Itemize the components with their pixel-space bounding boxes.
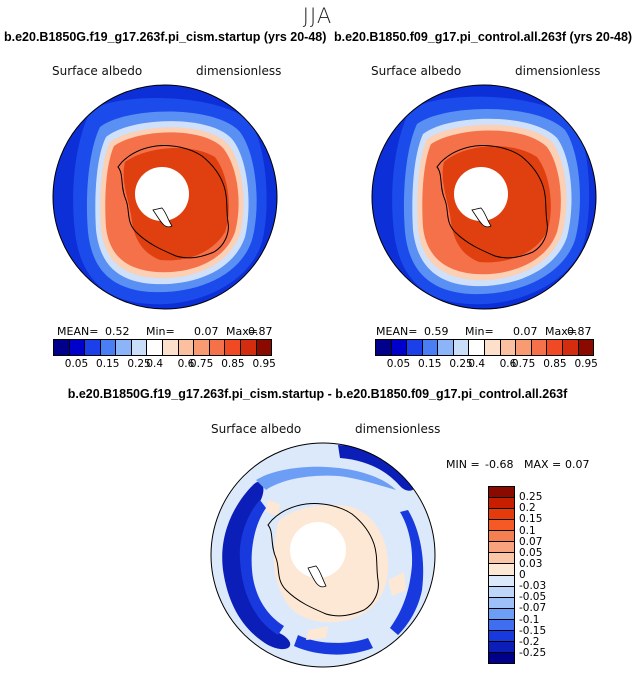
panel2-colorbar-swatch-10 bbox=[532, 340, 548, 355]
panel1-colorbar-tick-label: 0.95 bbox=[252, 358, 275, 370]
diff-max-value: 0.07 bbox=[565, 458, 590, 471]
diff-colorbar-swatch-15 bbox=[489, 653, 514, 663]
diff-title: b.e20.B1850G.f19_g17.263f.pi_cism.startu… bbox=[0, 387, 635, 401]
panel2-colorbar-swatch-7 bbox=[485, 340, 501, 355]
diff-units: dimensionless bbox=[355, 422, 440, 436]
diff-min-label: MIN = bbox=[446, 458, 480, 471]
panel1-title: b.e20.B1850G.f19_g17.263f.pi_cism.startu… bbox=[4, 30, 326, 44]
panel1-colorbar-tick-label: 0.05 bbox=[65, 358, 88, 370]
panel2-max-value: 0.87 bbox=[567, 325, 592, 338]
panel2-polar-map bbox=[369, 82, 599, 312]
diff-variable: Surface albedo bbox=[211, 422, 301, 436]
diff-colorbar-swatch-6 bbox=[489, 553, 514, 564]
panel1-colorbar-swatch-9 bbox=[194, 340, 210, 355]
panel2-colorbar-swatch-9 bbox=[516, 340, 532, 355]
diff-colorbar-swatch-14 bbox=[489, 642, 514, 653]
diff-colorbar-swatch-10 bbox=[489, 598, 514, 609]
panel2-colorbar-swatch-3 bbox=[423, 340, 439, 355]
panel2-colorbar-ticks: 0.05 0.15 0.25 0.4 0.6 0.75 0.85 0.95 bbox=[375, 358, 594, 372]
panel2-colorbar-swatch-4 bbox=[438, 340, 454, 355]
panel1-mean-label: MEAN= bbox=[57, 325, 98, 338]
diff-max-label: MAX = bbox=[524, 458, 561, 471]
panel1-colorbar-tick-label: 0.15 bbox=[96, 358, 119, 370]
panel1-colorbar bbox=[53, 339, 272, 356]
panel1-min-label: Min= bbox=[146, 325, 175, 338]
panel1-colorbar-swatch-12 bbox=[241, 340, 257, 355]
panel1-colorbar-swatch-1 bbox=[70, 340, 86, 355]
panel1-colorbar-swatch-7 bbox=[163, 340, 179, 355]
panel1-mean-value: 0.52 bbox=[105, 325, 130, 338]
panel1-colorbar-tick-label: 0.85 bbox=[221, 358, 244, 370]
panel1-colorbar-swatch-3 bbox=[101, 340, 117, 355]
panel2-title: b.e20.B1850.f09_g17.pi_control.all.263f … bbox=[334, 30, 632, 44]
diff-colorbar-swatch-4 bbox=[489, 531, 514, 542]
panel1-colorbar-swatch-10 bbox=[210, 340, 226, 355]
panel2-colorbar-tick-label: 0.95 bbox=[574, 358, 597, 370]
panel2-colorbar-swatch-2 bbox=[407, 340, 423, 355]
panel2-colorbar-swatch-12 bbox=[563, 340, 579, 355]
diff-colorbar-swatch-8 bbox=[489, 576, 514, 587]
panel2-colorbar-swatch-5 bbox=[454, 340, 470, 355]
panel2-colorbar-tick-label: 0.75 bbox=[512, 358, 535, 370]
panel2-colorbar-swatch-1 bbox=[392, 340, 408, 355]
panel1-colorbar-swatch-2 bbox=[85, 340, 101, 355]
panel2-units: dimensionless bbox=[515, 64, 600, 78]
panel1-colorbar-swatch-8 bbox=[179, 340, 195, 355]
panel1-colorbar-swatch-13 bbox=[257, 340, 272, 355]
panel2-min-value: 0.07 bbox=[513, 325, 538, 338]
panel1-polar-map bbox=[50, 82, 280, 312]
panel2-colorbar-swatch-8 bbox=[501, 340, 517, 355]
panel2-mean-value: 0.59 bbox=[424, 325, 449, 338]
diff-colorbar-swatch-9 bbox=[489, 587, 514, 598]
diff-colorbar-swatch-2 bbox=[489, 509, 514, 520]
panel1-colorbar-tick-label: 0.75 bbox=[190, 358, 213, 370]
diff-polar-map bbox=[208, 440, 438, 670]
panel1-colorbar-ticks: 0.05 0.15 0.25 0.4 0.6 0.75 0.85 0.95 bbox=[53, 358, 272, 372]
diff-colorbar-swatch-11 bbox=[489, 609, 514, 620]
panel1-colorbar-swatch-0 bbox=[54, 340, 70, 355]
panel1-min-value: 0.07 bbox=[194, 325, 219, 338]
panel1-variable: Surface albedo bbox=[52, 64, 142, 78]
diff-colorbar-tick-label: -0.25 bbox=[519, 647, 546, 659]
panel2-colorbar-swatch-13 bbox=[579, 340, 594, 355]
panel1-colorbar-swatch-11 bbox=[225, 340, 241, 355]
season-title: JJA bbox=[0, 4, 635, 28]
panel2-colorbar-swatch-6 bbox=[469, 340, 485, 355]
panel2-colorbar-tick-label: 0.15 bbox=[418, 358, 441, 370]
panel2-colorbar-tick-label: 0.4 bbox=[468, 358, 485, 370]
diff-colorbar-swatch-3 bbox=[489, 520, 514, 531]
panel2-min-label: Min= bbox=[465, 325, 494, 338]
panel2-colorbar-tick-label: 0.85 bbox=[543, 358, 566, 370]
panel2-colorbar-swatch-0 bbox=[376, 340, 392, 355]
panel2-colorbar-tick-label: 0.05 bbox=[387, 358, 410, 370]
panel1-max-value: 0.87 bbox=[248, 325, 273, 338]
diff-colorbar-swatch-5 bbox=[489, 542, 514, 553]
panel1-units: dimensionless bbox=[196, 64, 281, 78]
panel2-variable: Surface albedo bbox=[371, 64, 461, 78]
diff-colorbar-swatch-0 bbox=[489, 487, 514, 498]
panel1-colorbar-tick-label: 0.4 bbox=[146, 358, 163, 370]
panel1-colorbar-swatch-5 bbox=[132, 340, 148, 355]
panel2-mean-label: MEAN= bbox=[376, 325, 417, 338]
diff-colorbar-swatch-7 bbox=[489, 564, 514, 575]
panel1-colorbar-swatch-6 bbox=[147, 340, 163, 355]
diff-colorbar-swatch-12 bbox=[489, 620, 514, 631]
diff-colorbar-swatch-13 bbox=[489, 631, 514, 642]
panel1-colorbar-swatch-4 bbox=[116, 340, 132, 355]
panel2-colorbar-swatch-11 bbox=[547, 340, 563, 355]
diff-colorbar-ticks: 0.25 0.2 0.15 0.1 0.07 0.05 0.03 0 -0.03 -0.05 -0.… bbox=[519, 486, 579, 664]
diff-colorbar bbox=[488, 486, 515, 664]
panel2-colorbar bbox=[375, 339, 594, 356]
diff-colorbar-swatch-1 bbox=[489, 498, 514, 509]
diff-min-value: -0.68 bbox=[485, 458, 513, 471]
